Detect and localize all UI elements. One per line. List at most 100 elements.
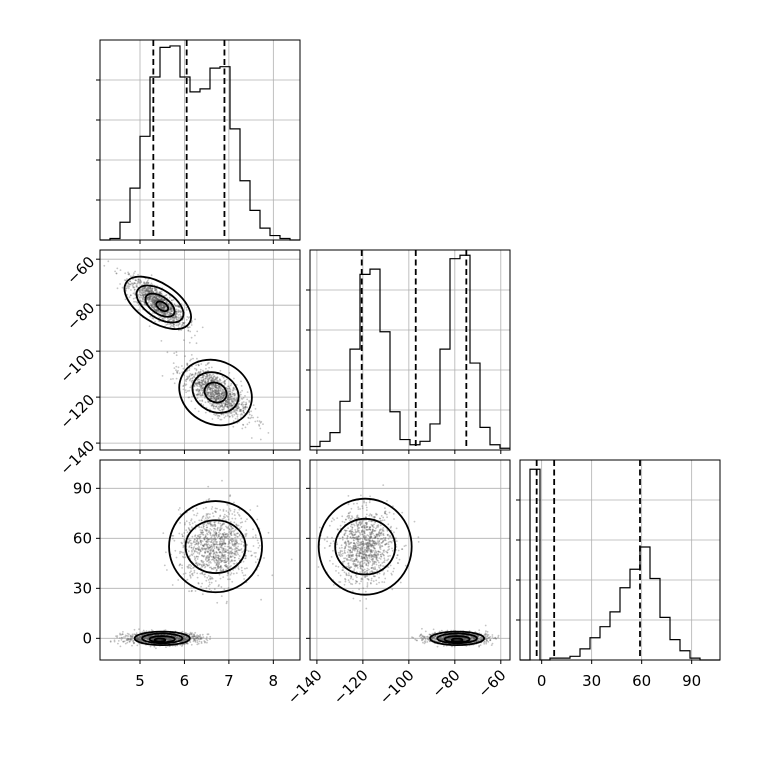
scatter-point <box>218 394 221 397</box>
scatter-point <box>213 547 216 550</box>
scatter-point <box>204 381 207 383</box>
scatter-point <box>339 574 342 577</box>
scatter-point <box>353 533 356 536</box>
scatter-point <box>152 302 155 304</box>
scatter-point <box>215 558 218 561</box>
scatter-point <box>124 279 127 282</box>
scatter-point <box>139 638 141 641</box>
scatter-point <box>359 537 362 540</box>
scatter-point <box>230 525 232 528</box>
scatter-point <box>222 392 225 394</box>
scatter-point <box>198 383 201 386</box>
scatter-point <box>147 282 149 285</box>
scatter-point <box>371 544 373 547</box>
scatter-point <box>163 298 166 301</box>
y-tick-label: −100 <box>57 345 99 387</box>
scatter-point <box>159 306 162 309</box>
scatter-point <box>190 590 193 593</box>
scatter-point <box>194 543 196 546</box>
scatter-point <box>146 298 148 300</box>
scatter-point <box>361 545 364 548</box>
scatter-point <box>201 387 204 389</box>
scatter-point <box>182 367 185 370</box>
scatter-point <box>360 494 362 497</box>
scatter-point <box>209 531 212 534</box>
scatter-point <box>196 388 199 390</box>
scatter-point <box>219 537 221 540</box>
scatter-point <box>194 318 197 321</box>
scatter-point <box>205 382 208 384</box>
scatter-point <box>189 359 192 362</box>
scatter-point <box>209 545 212 548</box>
scatter-point <box>237 545 240 548</box>
scatter-point <box>376 533 379 536</box>
scatter-point <box>207 378 209 380</box>
scatter-point <box>147 298 149 301</box>
scatter-point <box>227 533 230 536</box>
scatter-point <box>119 632 121 635</box>
scatter-point <box>208 588 211 591</box>
scatter-point <box>215 392 218 395</box>
scatter-point <box>165 313 168 315</box>
scatter-point <box>217 398 220 400</box>
scatter-point <box>227 406 230 408</box>
scatter-point <box>202 636 205 639</box>
scatter-point <box>228 531 231 533</box>
scatter-point <box>365 562 368 565</box>
scatter-point <box>224 403 227 406</box>
scatter-point <box>158 302 161 305</box>
scatter-point <box>176 637 179 640</box>
scatter-point <box>227 385 229 388</box>
scatter-point <box>181 644 184 646</box>
scatter-point <box>361 558 364 560</box>
scatter-point <box>184 638 187 641</box>
scatter-point <box>211 577 214 580</box>
scatter-point <box>196 357 198 360</box>
scatter-point <box>226 406 229 408</box>
scatter-point <box>146 637 149 640</box>
scatter-point <box>183 635 186 638</box>
scatter-point <box>192 547 195 550</box>
scatter-point <box>227 397 230 399</box>
scatter-point <box>197 548 199 550</box>
scatter-point <box>151 287 154 290</box>
scatter-point <box>187 541 190 544</box>
scatter-point <box>193 566 195 569</box>
scatter-point <box>184 638 187 641</box>
scatter-point <box>165 636 168 639</box>
scatter-point <box>186 376 189 379</box>
scatter-point <box>230 399 233 402</box>
scatter-point <box>175 638 178 641</box>
scatter-point <box>152 296 155 299</box>
scatter-point <box>152 306 154 309</box>
scatter-point <box>197 393 199 395</box>
scatter-point <box>162 532 165 534</box>
scatter-point <box>212 390 214 393</box>
density-contour <box>191 371 240 414</box>
scatter-point <box>374 542 376 545</box>
scatter-point <box>234 539 237 541</box>
scatter-point <box>158 303 161 305</box>
scatter-point <box>155 309 157 312</box>
scatter-point <box>202 544 204 547</box>
scatter-point <box>151 303 153 306</box>
scatter-point <box>222 402 224 405</box>
scatter-point <box>185 632 187 634</box>
scatter-point <box>231 540 234 543</box>
scatter-point <box>210 544 213 546</box>
scatter-point <box>146 289 149 292</box>
scatter-point <box>188 546 191 548</box>
scatter-point <box>183 635 185 638</box>
scatter-point <box>149 645 152 648</box>
scatter-point <box>195 555 198 558</box>
scatter-cloud <box>109 479 293 650</box>
scatter-point <box>162 308 165 311</box>
scatter-point <box>172 372 175 375</box>
scatter-point <box>152 291 154 293</box>
scatter-point <box>209 523 212 526</box>
scatter-point <box>103 264 106 267</box>
scatter-point <box>196 552 199 554</box>
scatter-point <box>230 532 233 534</box>
scatter-point <box>167 304 170 307</box>
scatter-point <box>209 402 212 405</box>
